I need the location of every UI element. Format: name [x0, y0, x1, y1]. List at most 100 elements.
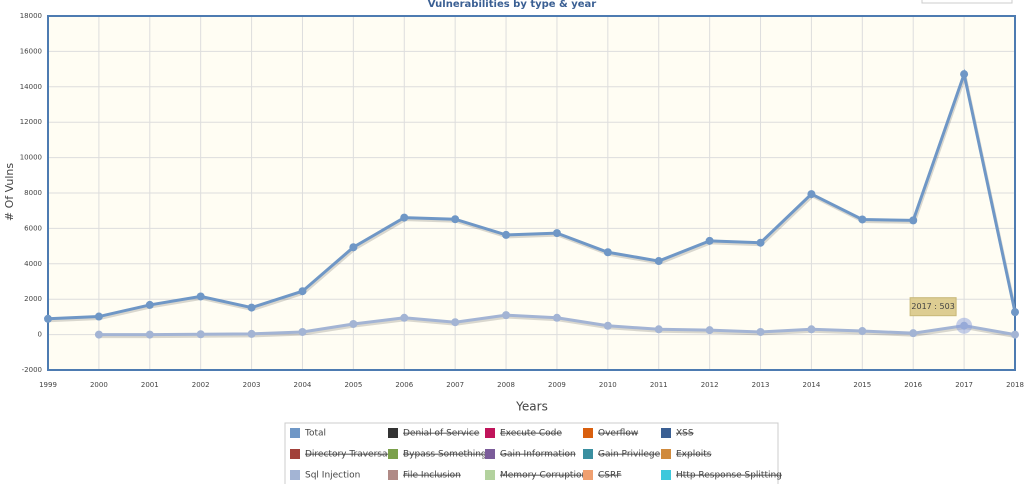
- legend-swatch[interactable]: [583, 428, 593, 438]
- point: [1011, 330, 1019, 339]
- legend-swatch[interactable]: [290, 449, 300, 459]
- point: [247, 329, 256, 338]
- legend-label[interactable]: Gain Privilege: [598, 450, 661, 460]
- x-tick-label: 2015: [853, 381, 871, 389]
- point: [44, 314, 52, 323]
- x-tick-label: 2004: [294, 381, 312, 389]
- x-tick-label: 2009: [548, 381, 566, 389]
- point: [960, 70, 969, 79]
- top-control[interactable]: [921, 0, 1013, 4]
- point: [247, 303, 256, 312]
- legend-label[interactable]: Gain Information: [500, 450, 576, 460]
- point: [705, 236, 714, 245]
- point: [858, 215, 867, 224]
- x-tick-label: 2016: [904, 381, 922, 389]
- point: [145, 300, 154, 309]
- y-tick-label: 10000: [20, 154, 42, 162]
- point: [603, 321, 612, 330]
- point: [451, 215, 460, 224]
- point: [349, 319, 358, 328]
- y-tick-label: -2000: [22, 366, 42, 374]
- y-tick-label: 8000: [24, 189, 42, 197]
- y-tick-label: 2000: [24, 295, 42, 303]
- legend-label[interactable]: File Inclusion: [403, 471, 461, 481]
- point: [756, 238, 765, 247]
- y-tick-label: 14000: [20, 83, 42, 91]
- x-tick-label: 2001: [141, 381, 159, 389]
- legend-label[interactable]: Total: [304, 429, 326, 439]
- legend-swatch[interactable]: [583, 449, 593, 459]
- legend-swatch[interactable]: [388, 470, 398, 480]
- x-tick-label: 2007: [446, 381, 464, 389]
- legend-swatch[interactable]: [583, 470, 593, 480]
- x-tick-label: 2012: [701, 381, 719, 389]
- point: [298, 327, 307, 336]
- point: [451, 318, 460, 327]
- legend-label[interactable]: Bypass Something: [403, 450, 487, 460]
- legend-swatch[interactable]: [485, 470, 495, 480]
- point: [552, 313, 561, 322]
- x-tick-label: 2006: [395, 381, 413, 389]
- point: [298, 287, 307, 296]
- legend-swatch[interactable]: [388, 428, 398, 438]
- legend-swatch[interactable]: [388, 449, 398, 459]
- legend-swatch[interactable]: [661, 449, 671, 459]
- y-tick-label: 4000: [24, 260, 42, 268]
- point: [196, 330, 205, 339]
- x-tick-label: 2002: [192, 381, 210, 389]
- legend-label[interactable]: Http Response Splitting: [676, 471, 782, 481]
- x-tick-label: 1999: [39, 381, 57, 389]
- point: [1011, 308, 1019, 317]
- tooltip-text: 2017 : 503: [911, 302, 954, 311]
- point: [807, 325, 816, 334]
- point: [145, 330, 154, 339]
- y-tick-label: 18000: [20, 12, 42, 20]
- chart-title: Vulnerabilities by type & year: [428, 0, 597, 10]
- x-tick-label: 2014: [803, 381, 821, 389]
- legend-label[interactable]: Denial of Service: [403, 429, 480, 439]
- point: [196, 292, 205, 301]
- point: [705, 326, 714, 335]
- legend-swatch[interactable]: [485, 428, 495, 438]
- legend-label[interactable]: Execute Code: [500, 429, 562, 439]
- y-tick-label: 12000: [20, 118, 42, 126]
- y-tick-label: 16000: [20, 47, 42, 55]
- legend-label[interactable]: Overflow: [598, 429, 638, 439]
- x-tick-label: 2010: [599, 381, 617, 389]
- point: [400, 313, 409, 322]
- legend-swatch[interactable]: [661, 470, 671, 480]
- legend-label[interactable]: XSS: [676, 429, 694, 439]
- legend-label[interactable]: Exploits: [676, 450, 712, 460]
- x-tick-label: 2003: [243, 381, 261, 389]
- hover-halo: [956, 317, 973, 334]
- legend-label[interactable]: Memory Corruption: [500, 471, 587, 481]
- point: [552, 229, 561, 238]
- point: [909, 329, 918, 338]
- point: [349, 243, 358, 252]
- point: [909, 216, 918, 225]
- point: [502, 311, 511, 320]
- x-axis-title: Years: [515, 400, 548, 414]
- x-tick-label: 2005: [344, 381, 362, 389]
- x-tick-label: 2008: [497, 381, 515, 389]
- x-tick-label: 2017: [955, 381, 973, 389]
- legend-swatch[interactable]: [485, 449, 495, 459]
- legend-label[interactable]: CSRF: [598, 471, 621, 481]
- point: [400, 213, 409, 222]
- legend-label[interactable]: Sql Injection: [305, 471, 360, 481]
- point: [94, 330, 103, 339]
- point: [858, 327, 867, 336]
- x-tick-label: 2000: [90, 381, 108, 389]
- point: [756, 327, 765, 336]
- tooltip-box: [909, 297, 957, 317]
- x-tick-label: 2018: [1006, 381, 1024, 389]
- y-tick-label: 6000: [24, 224, 42, 232]
- legend-box: [284, 422, 779, 484]
- legend-swatch[interactable]: [290, 428, 300, 438]
- legend-label[interactable]: Directory Traversal: [305, 450, 390, 460]
- point: [502, 230, 511, 239]
- legend-swatch[interactable]: [290, 470, 300, 480]
- point: [807, 190, 816, 199]
- legend-swatch[interactable]: [661, 428, 671, 438]
